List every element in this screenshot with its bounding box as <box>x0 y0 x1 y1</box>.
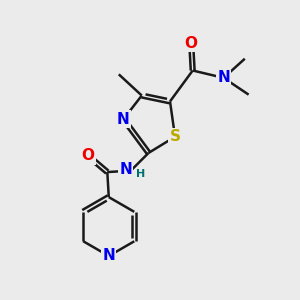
Text: N: N <box>217 70 230 86</box>
Text: O: O <box>82 148 95 164</box>
Text: N: N <box>102 248 115 263</box>
Text: N: N <box>117 112 130 127</box>
Text: N: N <box>119 162 132 177</box>
Text: H: H <box>136 169 145 178</box>
Text: S: S <box>169 129 181 144</box>
Text: O: O <box>185 36 198 51</box>
